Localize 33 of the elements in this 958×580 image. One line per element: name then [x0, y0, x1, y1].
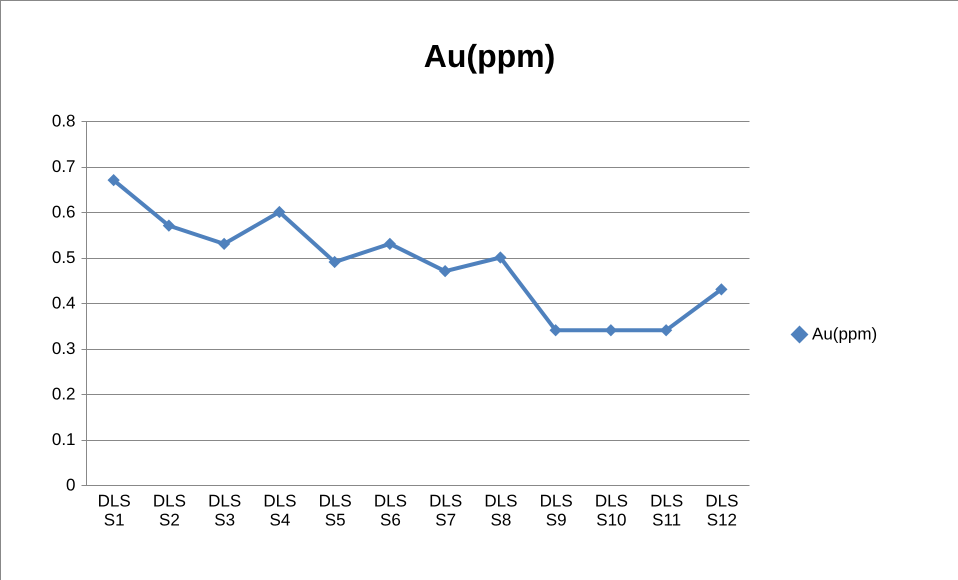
y-tick-label: 0 [66, 476, 76, 494]
chart-title: Au(ppm) [424, 38, 556, 74]
y-tick-label: 0.2 [52, 384, 76, 404]
x-tick-label: DLS S5 [318, 492, 352, 530]
point [108, 174, 120, 186]
y-tick-label: 0.1 [52, 430, 76, 449]
point [218, 238, 230, 250]
x-tick-label: DLS S10 [594, 492, 628, 530]
point [660, 324, 672, 336]
y-tick-label: 0.6 [52, 202, 76, 222]
x-tick-label: DLS S3 [208, 492, 242, 530]
x-tick-label: DLS S7 [429, 492, 462, 530]
y-tick-label: 0.4 [52, 294, 76, 312]
x-tick-label: DLS S1 [98, 492, 131, 530]
point [439, 265, 452, 278]
x-tick-label: DLS S6 [374, 492, 407, 530]
y-tick-label: 0.5 [52, 248, 76, 267]
point [162, 220, 175, 232]
point [384, 238, 396, 250]
x-tick-label: DLS S11 [650, 492, 684, 530]
x-tick-label: DLS S8 [484, 492, 518, 530]
y-tick-label: 0.8 [52, 112, 76, 130]
point [715, 283, 728, 296]
point [273, 206, 286, 218]
y-tick-label: 0.3 [52, 339, 76, 358]
legend-label: Au(ppm) [812, 324, 878, 344]
point [494, 251, 506, 264]
y-tick-label: 0.7 [52, 157, 76, 176]
point [328, 256, 341, 268]
x-tick-label: DLS S2 [152, 492, 186, 530]
x-tick-label: DLS S4 [263, 492, 296, 530]
x-tick-label: DLS S9 [540, 492, 573, 530]
x-tick-label: DLS S12 [705, 492, 738, 530]
